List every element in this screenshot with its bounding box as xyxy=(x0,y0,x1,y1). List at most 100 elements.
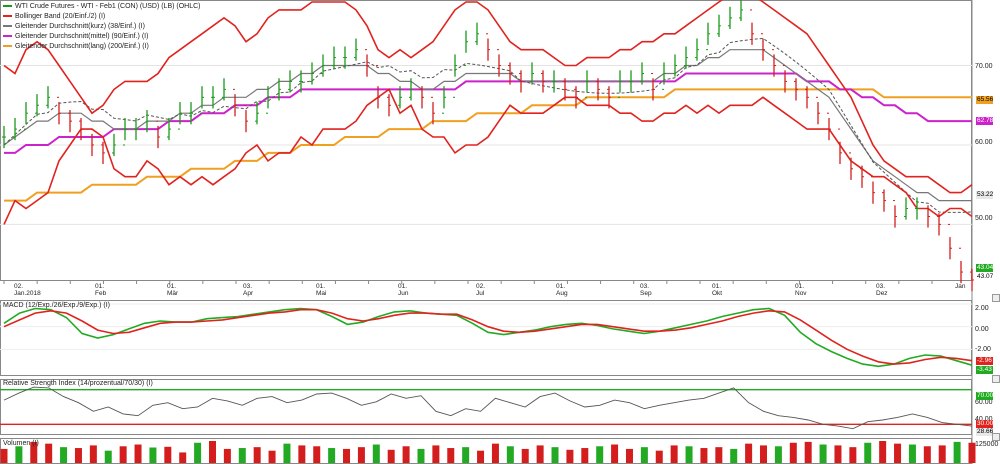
volume-bar xyxy=(760,445,768,463)
volume-bar xyxy=(908,444,916,463)
volume-bar xyxy=(372,444,380,463)
volume-bar xyxy=(506,446,514,463)
legend-item-bollinger[interactable]: Bollinger Band (20/Einf./2) (I) xyxy=(3,12,105,21)
volume-bar xyxy=(894,443,902,463)
badge-ma-long: 65.56 xyxy=(976,96,994,104)
line-icon xyxy=(3,35,12,38)
volume-bar xyxy=(879,441,887,463)
volume-bar xyxy=(596,446,604,463)
macd-panel xyxy=(0,300,972,376)
volume-bar xyxy=(551,447,559,463)
macd-tick-0: 0.00 xyxy=(975,326,989,333)
volume-bar xyxy=(923,446,931,463)
month-jul: 02. Jul xyxy=(476,283,486,297)
macd-title: MACD (12/Exp./26/Exp./9/Exp.) (I) xyxy=(3,302,110,309)
volume-bar xyxy=(864,442,872,463)
volume-bar xyxy=(104,450,112,463)
badge-rsi-value: 28.66 xyxy=(976,428,994,436)
volume-bar xyxy=(402,446,410,463)
volume-bar xyxy=(179,452,187,463)
ma-short-dashed xyxy=(3,37,973,213)
volume-bar xyxy=(45,443,53,463)
volume-bar xyxy=(834,445,842,463)
volume-bar xyxy=(208,441,216,463)
volume-bar xyxy=(223,448,231,463)
badge-macd-signal: -2.96 xyxy=(976,357,993,365)
volume-bar xyxy=(611,444,619,463)
legend-item-wti[interactable]: WTI Crude Futures - WTI - Feb1 (CON) (US… xyxy=(3,2,201,11)
rsi-panel-maximize-icon[interactable] xyxy=(992,433,1000,441)
month-feb: 01. Feb xyxy=(95,283,107,297)
volume-bar xyxy=(730,448,738,463)
volume-bar xyxy=(164,446,172,463)
bollinger-upper xyxy=(3,0,973,194)
month-jan-next: Jan xyxy=(955,283,966,290)
volume-bar xyxy=(283,443,291,463)
macd-tick-2: 2.00 xyxy=(975,305,989,312)
y-tick-70: 70.00 xyxy=(975,63,993,70)
line-icon xyxy=(3,45,12,48)
rsi-tick-60: 60.00 xyxy=(975,399,993,406)
y-tick-50: 50.00 xyxy=(975,215,993,222)
legend-item-ma-long[interactable]: Gleitender Durchschnitt(lang) (200/Einf.… xyxy=(3,42,149,51)
volume-bar xyxy=(387,449,395,463)
month-apr: 03. Apr xyxy=(243,283,254,297)
badge-rsi-70: 70.00 xyxy=(976,392,994,400)
volume-bar xyxy=(328,448,336,463)
volume-title: Volumen (I) xyxy=(3,440,39,447)
volume-bar xyxy=(521,448,529,463)
macd-line xyxy=(3,307,973,368)
volume-bar xyxy=(715,447,723,463)
badge-last-price: 43.04 xyxy=(976,264,994,272)
badge-ma-short: 53.22 xyxy=(976,191,994,199)
legend-item-ma-mid[interactable]: Gleitender Durchschnitt(mittel) (90/Einf… xyxy=(3,32,148,41)
volume-bar xyxy=(89,445,97,463)
volume-bar xyxy=(685,446,693,463)
month-sep: 03. Sep xyxy=(640,283,652,297)
volume-bar xyxy=(74,448,82,463)
volume-bar xyxy=(774,446,782,463)
volume-bar xyxy=(462,447,470,463)
volume-bar xyxy=(343,448,351,463)
ma-mid-line xyxy=(4,72,972,154)
macd-signal-line xyxy=(3,308,973,365)
volume-bar xyxy=(491,443,499,463)
price-panel-maximize-icon[interactable] xyxy=(992,294,1000,302)
volume-bar xyxy=(15,446,23,463)
volume-bar xyxy=(253,447,261,463)
volume-bar xyxy=(804,441,812,463)
volume-bar xyxy=(670,445,678,463)
volume-bar xyxy=(30,441,38,463)
volume-bar xyxy=(968,442,976,463)
volume-bar xyxy=(357,447,365,463)
ma-long-line xyxy=(4,88,972,202)
macd-panel-maximize-icon[interactable] xyxy=(992,375,1000,383)
volume-bar xyxy=(566,449,574,463)
rsi-tick-40: 40.00 xyxy=(975,416,993,423)
badge-rsi-30: 30.00 xyxy=(976,420,994,428)
volume-bar xyxy=(60,447,68,463)
month-mar: 01. Mär xyxy=(167,283,179,297)
volume-bar xyxy=(313,446,321,463)
volume-bar xyxy=(819,444,827,463)
volume-bar xyxy=(149,447,157,463)
volume-bar xyxy=(700,448,708,463)
badge-ma-mid: 62.78 xyxy=(976,117,994,125)
volume-bar xyxy=(625,448,633,463)
volume-bar xyxy=(432,445,440,463)
bollinger-lower xyxy=(3,88,973,225)
volume-bar xyxy=(0,448,8,463)
price-panel xyxy=(0,0,972,281)
ma-short-line xyxy=(3,49,972,202)
volume-bar xyxy=(655,450,663,463)
volume-bar xyxy=(194,442,202,463)
rsi-title: Relative Strength Index (14/prozentual/7… xyxy=(3,380,153,387)
month-nov: 01. Nov xyxy=(795,283,807,297)
legend-item-ma-short[interactable]: Gleitender Durchschnitt(kurz) (38/Einf.)… xyxy=(3,22,145,31)
month-dec: 03. Dez xyxy=(876,283,888,297)
volume-tick: 125000 xyxy=(975,441,999,448)
volume-bar xyxy=(417,448,425,463)
volume-bar xyxy=(640,447,648,463)
volume-bar xyxy=(268,450,276,463)
